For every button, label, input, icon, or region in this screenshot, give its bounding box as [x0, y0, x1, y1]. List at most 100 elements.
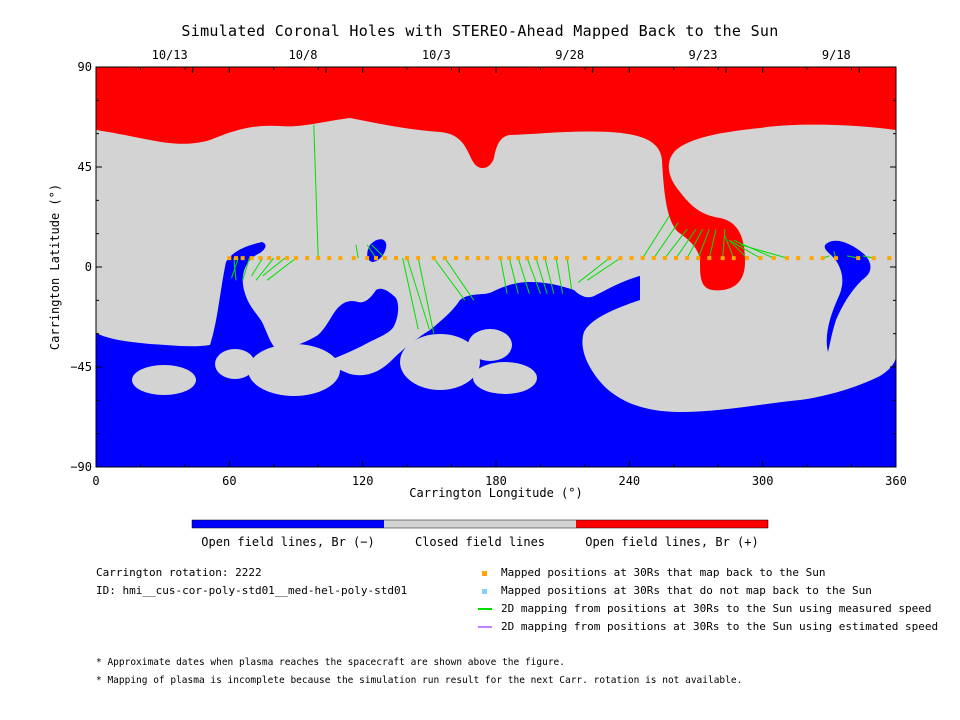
- mapped-point: [607, 256, 612, 261]
- mapping-line: [740, 244, 788, 259]
- legend-item: 2D mapping from positions at 30Rs to the…: [478, 620, 938, 633]
- top-date-label: 9/28: [555, 48, 584, 62]
- chart-title: Simulated Coronal Holes with STEREO-Ahea…: [181, 22, 779, 40]
- mapped-point: [856, 256, 861, 261]
- colorbar-frame: [191, 519, 769, 529]
- mapping-line: [526, 257, 541, 294]
- mapped-point: [416, 256, 421, 261]
- legend-square-icon: [482, 570, 487, 576]
- mapping-line: [433, 257, 466, 301]
- mapped-point: [596, 256, 601, 261]
- mapping-line: [406, 257, 430, 330]
- colorbar-label: Closed field lines: [415, 535, 545, 549]
- mapped-point: [565, 256, 570, 261]
- y-ticks: −90 −45 0 45 90: [70, 60, 896, 474]
- mapped-point: [554, 256, 558, 261]
- mapping-line: [444, 257, 475, 301]
- x-tick-label: 360: [885, 474, 907, 488]
- mapped-point: [365, 256, 370, 261]
- legend-square-icon: [482, 588, 487, 594]
- mapping-line: [242, 257, 250, 281]
- mapping-line: [417, 258, 435, 334]
- footnote-1: * Approximate dates when plasma reaches …: [96, 657, 565, 668]
- y-tick-label: 90: [78, 60, 92, 74]
- mapped-point: [227, 256, 232, 261]
- mapped-point: [582, 256, 587, 261]
- mapping-line: [728, 239, 748, 259]
- mapped-point: [338, 256, 343, 261]
- mapping-line: [566, 258, 573, 290]
- x-axis-title: Carrington Longitude (°): [409, 486, 582, 500]
- mapped-point: [382, 256, 387, 261]
- mapped-point: [405, 256, 410, 261]
- mapped-point: [542, 256, 547, 261]
- mapping-line: [517, 257, 530, 294]
- legend-label: Mapped positions at 30Rs that map back t…: [501, 566, 826, 579]
- mapped-point: [696, 256, 701, 261]
- mapping-line: [729, 239, 761, 259]
- mapped-point: [267, 256, 272, 261]
- x-ticks: 0 60 120 180 240 300 360: [92, 67, 907, 488]
- mapping-line: [231, 257, 239, 279]
- mapping-line: [724, 235, 735, 259]
- mapping-line: [266, 257, 297, 281]
- colorbar: Open field lines, Br (−) Closed field lin…: [191, 519, 769, 549]
- legend-item: 2D mapping from positions at 30Rs to the…: [478, 602, 931, 615]
- mapping-line: [642, 215, 670, 259]
- footnote-2: * Mapping of plasma is incomplete becaus…: [96, 675, 743, 686]
- mapped-point: [720, 256, 725, 261]
- x-tick-label: 0: [92, 474, 99, 488]
- mapped-point: [618, 256, 623, 261]
- mapped-point: [276, 256, 281, 261]
- legend-label: 2D mapping from positions at 30Rs to the…: [501, 602, 932, 615]
- legend-label: Mapped positions at 30Rs that do not map…: [501, 584, 872, 597]
- mapped-point: [785, 256, 790, 261]
- mapped-point: [525, 256, 530, 261]
- legend-label: 2D mapping from positions at 30Rs to the…: [501, 620, 939, 633]
- mapped-point: [507, 256, 512, 261]
- mapping-line: [508, 257, 519, 294]
- mapping-line: [733, 239, 774, 259]
- mapping-line: [555, 258, 564, 294]
- mapped-point: [834, 256, 838, 261]
- mapped-point: [476, 256, 481, 261]
- x-tick-label: 180: [485, 474, 507, 488]
- map-regions: [96, 67, 896, 467]
- mapping-line: [653, 222, 679, 259]
- mapped-point: [285, 256, 290, 261]
- mapping-line: [544, 257, 555, 294]
- closed-island-5: [473, 362, 537, 394]
- mapped-point: [442, 256, 447, 261]
- mapped-point: [374, 256, 378, 261]
- mapping-line: [262, 257, 286, 277]
- mapped-point: [685, 256, 690, 261]
- mapped-point: [431, 256, 436, 261]
- legend-line-icon: [478, 608, 492, 610]
- mapped-point: [516, 256, 521, 261]
- mapping-line: [708, 229, 717, 259]
- mapped-point: [249, 256, 254, 261]
- legend-item: Mapped positions at 30Rs that do not map…: [478, 584, 872, 597]
- mapping-line: [675, 228, 697, 259]
- x-tick-label: 240: [618, 474, 640, 488]
- mapped-point: [258, 256, 263, 261]
- y-tick-label: 0: [85, 260, 92, 274]
- mapping-line: [366, 244, 377, 259]
- mapped-point: [240, 256, 245, 261]
- mapped-point: [820, 256, 825, 261]
- y-tick-label: 45: [78, 160, 92, 174]
- carrington-rotation: Carrington rotation: 2222: [96, 566, 262, 579]
- mapped-point: [871, 256, 876, 261]
- x-tick-label: 300: [752, 474, 774, 488]
- mapped-point: [351, 256, 356, 261]
- closed-island-2: [132, 365, 196, 395]
- x-tick-label: 60: [222, 474, 236, 488]
- mapping-line: [255, 257, 275, 281]
- mapped-point: [662, 256, 667, 261]
- mapped-point: [234, 256, 238, 261]
- closed-island-6: [468, 329, 512, 361]
- mapping-line: [251, 257, 264, 277]
- mapping-line: [697, 229, 710, 259]
- mapped-point: [327, 256, 332, 261]
- mapped-point: [796, 256, 801, 261]
